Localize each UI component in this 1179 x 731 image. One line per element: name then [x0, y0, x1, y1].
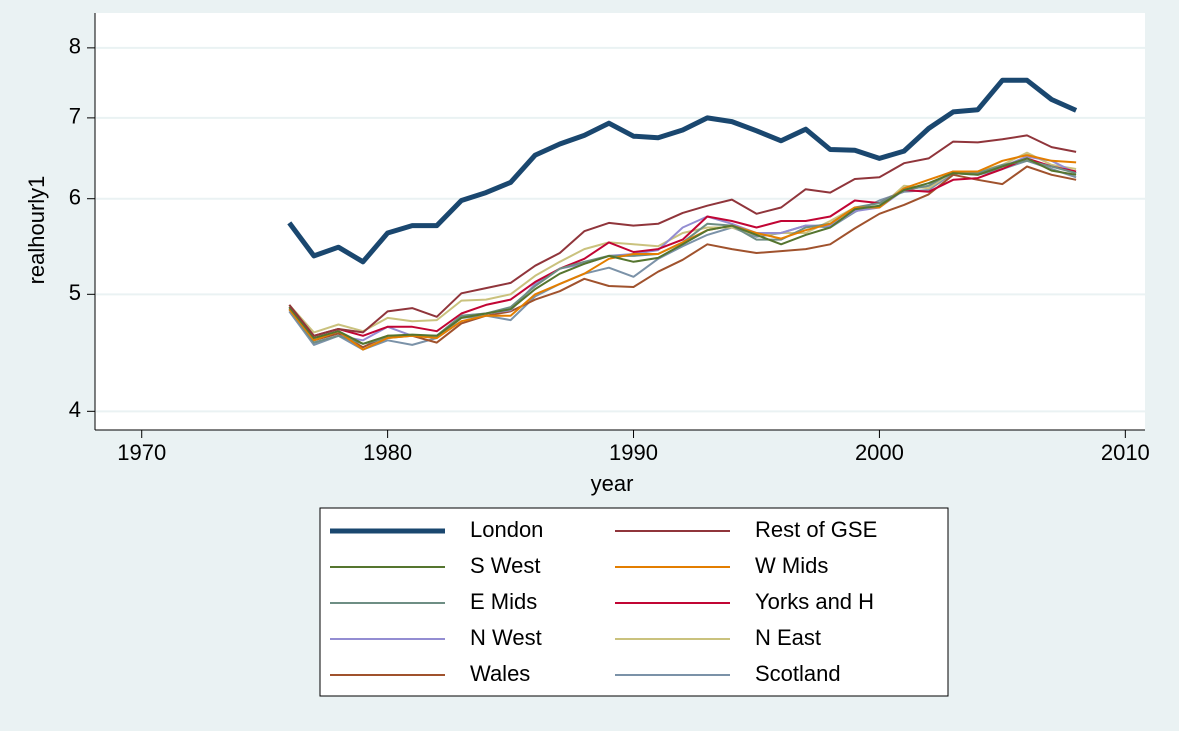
x-tick-label: 2000 — [855, 440, 904, 465]
series-line — [288, 134, 1077, 337]
series-line — [288, 157, 1077, 337]
legend-label: W Mids — [755, 553, 828, 578]
legend-label: S West — [470, 553, 541, 578]
y-tick-label: 6 — [69, 185, 81, 210]
series-line — [288, 165, 1077, 349]
y-tick-label: 7 — [69, 104, 81, 129]
legend-label: Yorks and H — [755, 589, 874, 614]
plot-area — [95, 13, 1145, 430]
series-line — [288, 159, 1077, 351]
legend-label: E Mids — [470, 589, 537, 614]
legend-label: Rest of GSE — [755, 517, 877, 542]
x-tick-label: 2010 — [1101, 440, 1150, 465]
x-tick-label: 1990 — [609, 440, 658, 465]
legend-label: London — [470, 517, 543, 542]
x-tick-label: 1980 — [363, 440, 412, 465]
x-tick-label: 1970 — [117, 440, 166, 465]
series-line — [287, 77, 1078, 265]
legend-label: Scotland — [755, 661, 841, 686]
x-axis-label: year — [591, 471, 634, 496]
legend-label: Wales — [470, 661, 530, 686]
series-line — [288, 154, 1077, 351]
legend-label: N East — [755, 625, 821, 650]
y-tick-label: 5 — [69, 280, 81, 305]
legend-label: N West — [470, 625, 542, 650]
y-axis-label: realhourly1 — [24, 176, 49, 285]
series-line — [288, 157, 1077, 345]
y-tick-label: 8 — [69, 34, 81, 59]
y-tick-label: 4 — [69, 397, 81, 422]
